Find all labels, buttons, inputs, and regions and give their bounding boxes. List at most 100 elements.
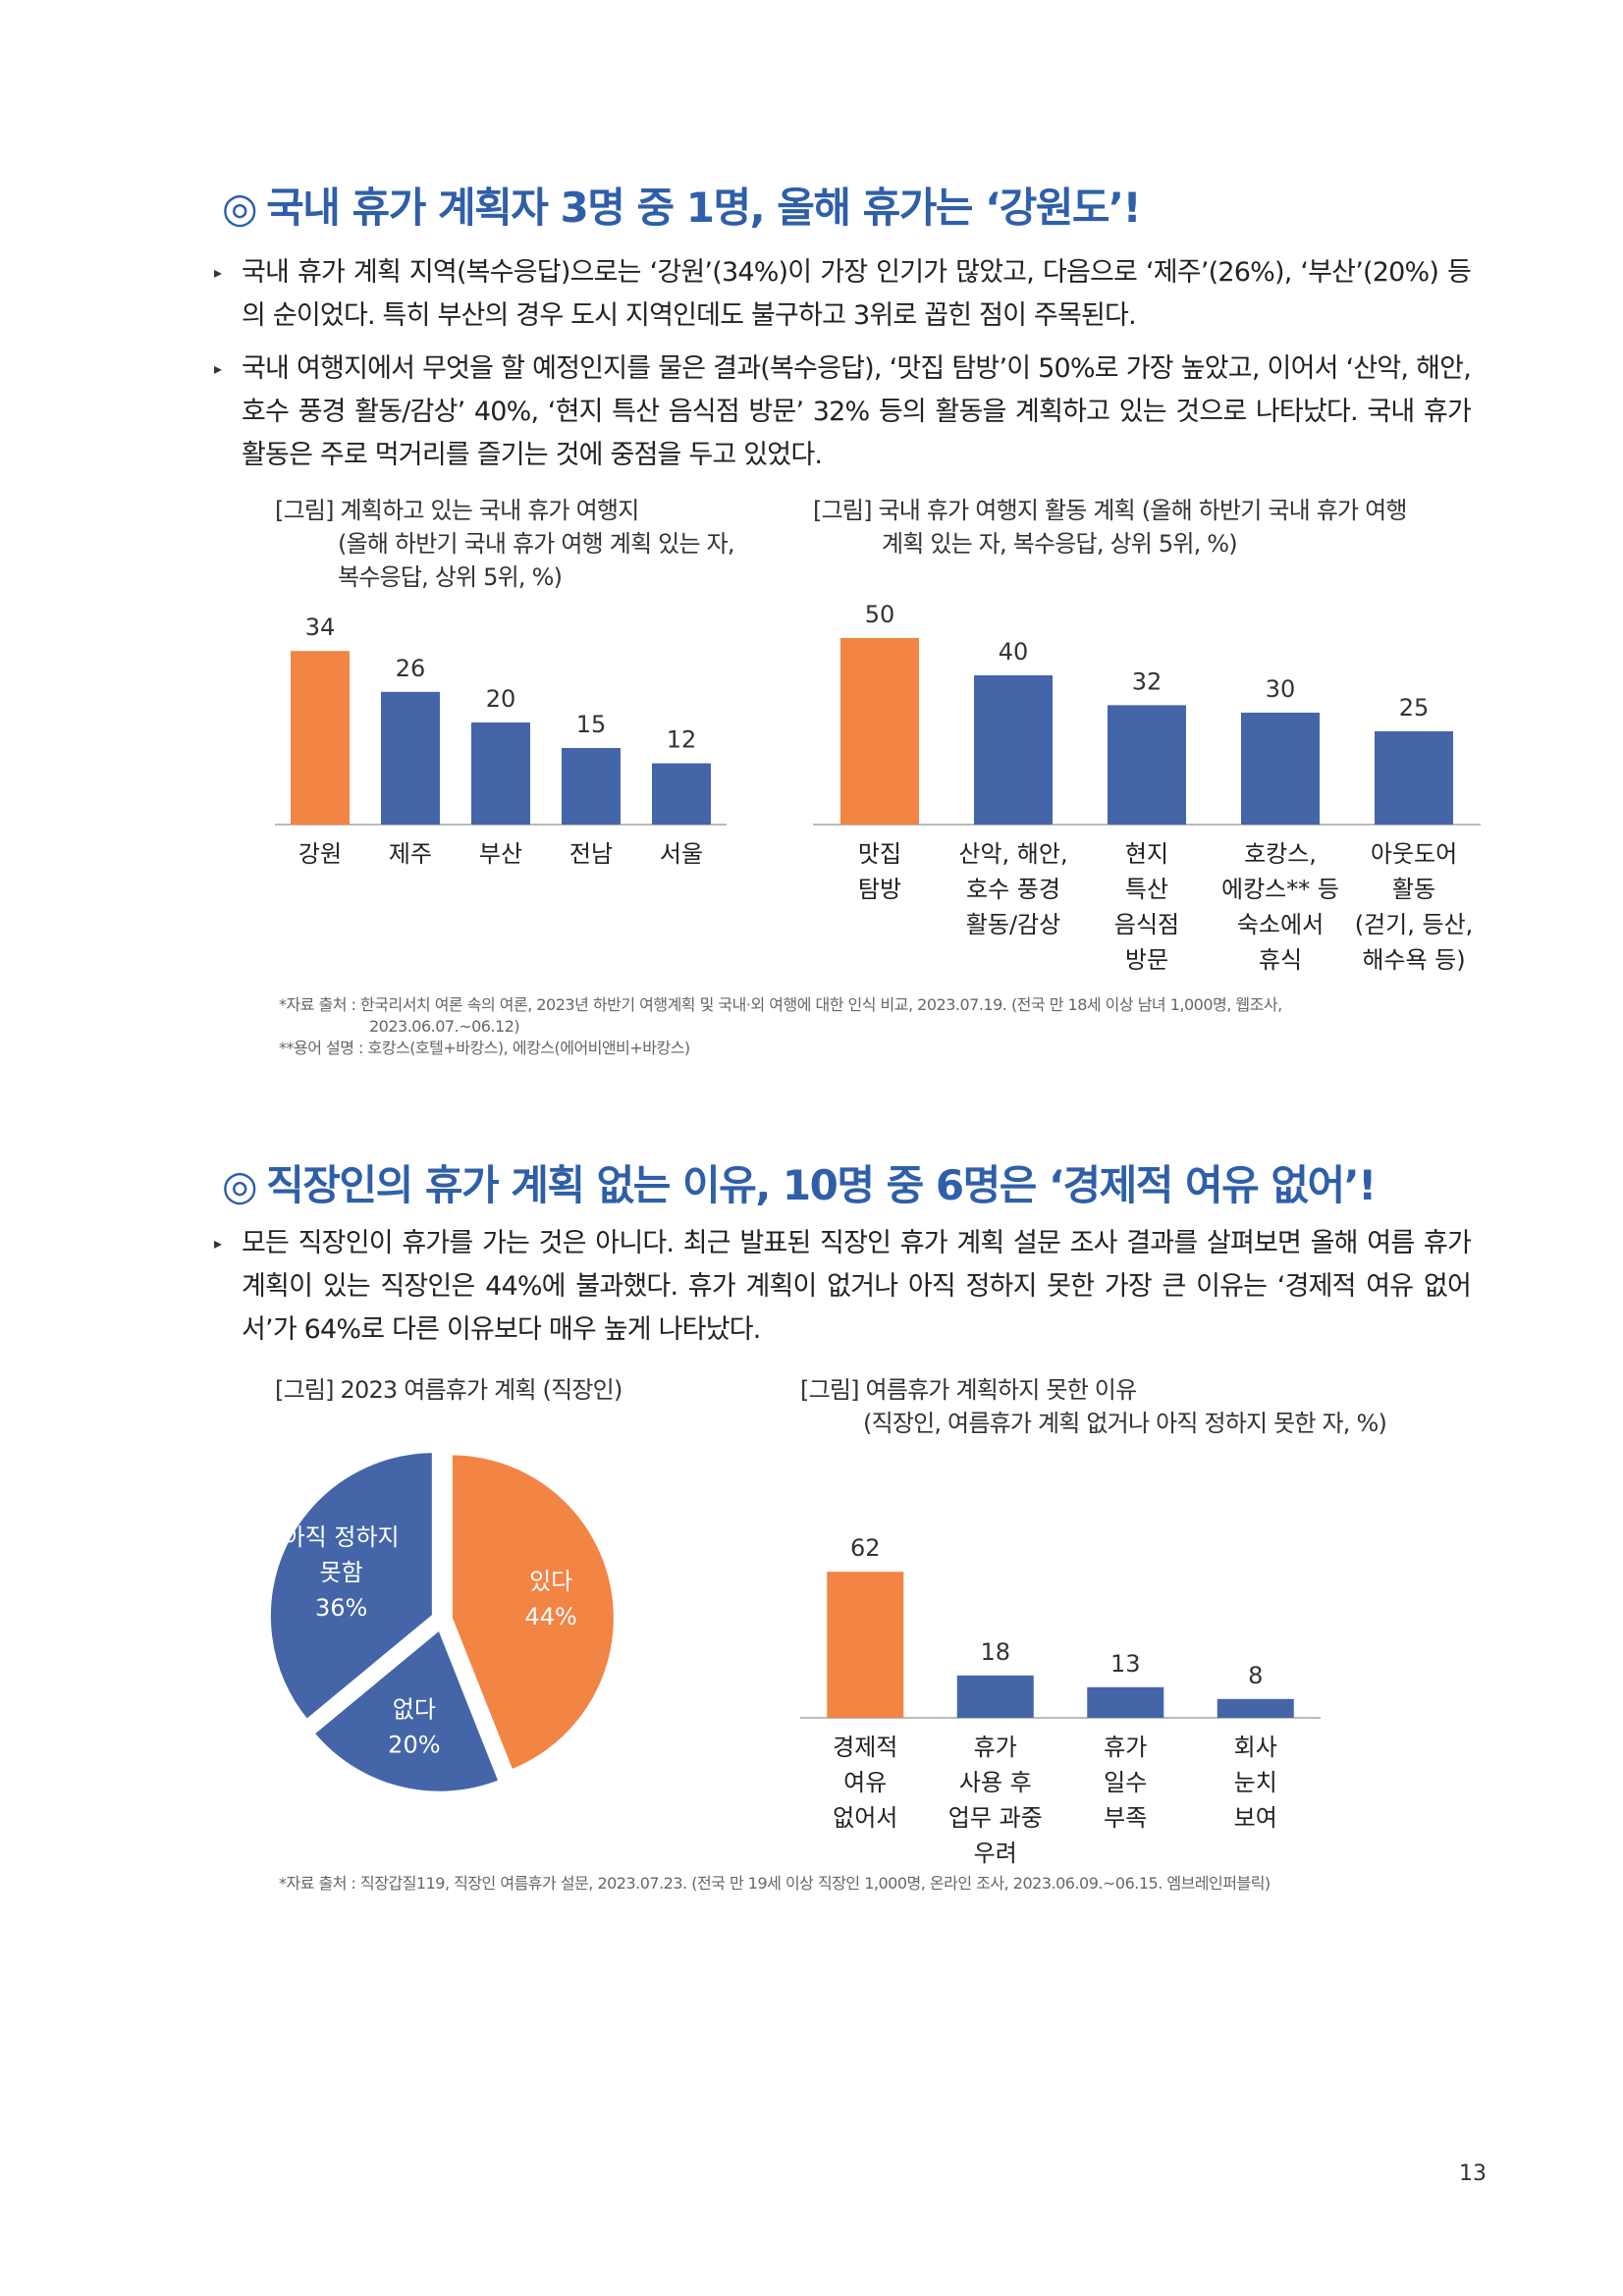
figure2-title-line: [그림] 국내 휴가 여행지 활동 계획 (올해 하반기 국내 휴가 여행 [813,497,1408,524]
pie-slice-label: 있다 [529,1568,572,1595]
chart-category-label: 보여 [1234,1804,1277,1832]
section1-heading-text: 국내 휴가 계획자 3명 중 1명, 올해 휴가는 ‘강원도’! [266,184,1141,232]
chart-bar [1375,731,1453,825]
chart-category-label: 우려 [974,1840,1017,1865]
chart-category-label: 부산 [479,840,522,868]
term-note-line: **용어 설명 : 호캉스(호텔+바캉스), 에캉스(에어비앤비+바캉스) [279,1039,690,1057]
pie-slice [309,1625,504,1795]
pie-slice [448,1451,618,1775]
chart-category-label: 제주 [389,840,432,868]
chart-value-label: 18 [980,1638,1010,1666]
chart-value-label: 62 [850,1534,881,1562]
chart-bar [1087,1686,1164,1718]
chart-category-label: 여유 [843,1769,887,1796]
chart-bar [840,638,919,825]
chart-category-label: 현지 [1125,840,1168,868]
source-note-line: *자료 출처 : 한국리서치 여론 속의 여론, 2023년 하반기 여행계획 … [279,995,1282,1014]
pie-slice-label: 없다 [393,1696,436,1724]
chart-category-label: 서울 [660,840,703,868]
bullet-item: ▸ 국내 여행지에서 무엇을 할 예정인지를 물은 결과(복수응답), ‘맛집 … [214,347,1472,477]
chart-category-label: 해수욕 등) [1362,946,1465,974]
figure4-title: [그림] 여름휴가 계획하지 못한 이유 (직장인, 여름휴가 계획 없거나 아… [800,1373,1387,1440]
chart-category-label: 활동 [1392,876,1435,903]
chart-category-label: 없어서 [833,1804,897,1832]
bullet-text: 모든 직장인이 휴가를 가는 것은 아니다. 최근 발표된 직장인 휴가 계획 … [242,1228,1472,1345]
chart-category-label: 맛집 [858,840,901,868]
chart-bar [974,675,1053,825]
section2-heading: ◎ 직장인의 휴가 계획 없는 이유, 10명 중 6명은 ‘경제적 여유 없어’… [222,1152,1377,1212]
bullet-item: ▸ 국내 휴가 계획 지역(복수응답)으로는 ‘강원’(34%)이 가장 인기가… [214,251,1472,338]
section1-heading: ◎ 국내 휴가 계획자 3명 중 1명, 올해 휴가는 ‘강원도’! [222,175,1142,235]
figure4-title-line: (직장인, 여름휴가 계획 없거나 아직 정하지 못한 자, %) [863,1410,1387,1437]
chart-value-label: 15 [576,711,607,738]
source-note-line: *자료 출처 : 직장갑질119, 직장인 여름휴가 설문, 2023.07.2… [279,1874,1271,1893]
chart-category-label: 휴가 [1104,1734,1147,1761]
bullet-triangle-icon: ▸ [214,1234,222,1253]
section2-bullets: ▸ 모든 직장인이 휴가를 가는 것은 아니다. 최근 발표된 직장인 휴가 계… [214,1222,1472,1362]
chart-value-label: 13 [1110,1650,1141,1678]
chart-bar [1108,705,1186,825]
section2-heading-text: 직장인의 휴가 계획 없는 이유, 10명 중 6명은 ‘경제적 여유 없어’! [266,1161,1377,1209]
chart-category-label: 호캉스, [1244,840,1317,868]
double-circle-icon: ◎ [222,184,258,232]
bullet-text: 국내 휴가 계획 지역(복수응답)으로는 ‘강원’(34%)이 가장 인기가 많… [242,257,1472,331]
source-note-1: *자료 출처 : 한국리서치 여론 속의 여론, 2023년 하반기 여행계획 … [279,994,1282,1059]
chart-category-label: 경제적 [833,1734,897,1761]
pie-slice-label: 20% [388,1732,440,1759]
figure2-title: [그림] 국내 휴가 여행지 활동 계획 (올해 하반기 국내 휴가 여행 계획… [813,494,1408,561]
pie-slice [266,1449,436,1725]
chart-category-label: 휴가 [974,1734,1017,1761]
chart-category-label: 활동/감상 [966,911,1060,938]
chart-category-label: 음식점 [1114,911,1179,938]
chart-category-label: 방문 [1125,946,1168,974]
chart-category-label: 아웃도어 [1371,840,1457,868]
chart-category-label: 호수 풍경 [966,876,1060,903]
chart-category-label: 사용 후 [959,1769,1032,1796]
figure1-title-line: [그림] 계획하고 있는 국내 휴가 여행지 [275,497,639,524]
chart-value-label: 32 [1132,667,1163,695]
chart-category-label: 탐방 [858,876,901,903]
chart-category-label: 에캉스** 등 [1221,876,1339,903]
chart-category-label: 부족 [1104,1804,1147,1832]
chart-category-label: 휴식 [1259,946,1302,974]
pie-slice-label: 못함 [320,1559,363,1586]
pie-slice-label: 44% [524,1603,576,1630]
chart-category-label: 숙소에서 [1237,911,1324,938]
figure1-title-line: 복수응답, 상위 5위, %) [338,563,563,591]
chart-value-label: 20 [486,685,516,713]
chart-bar [1217,1698,1294,1718]
chart-bar [381,691,440,825]
chart-vacation-destinations: 34 강원 26 제주 20 부산 15 전남 12 서울 [275,614,727,868]
bullet-text: 국내 여행지에서 무엇을 할 예정인지를 물은 결과(복수응답), ‘맛집 탐방… [242,353,1472,470]
pie-slice-label: 36% [315,1594,367,1622]
chart-category-label: (걷기, 등산, [1355,911,1474,938]
chart-category-label: 회사 [1234,1734,1277,1761]
figure1-title: [그림] 계획하고 있는 국내 휴가 여행지 (올해 하반기 국내 휴가 여행 … [275,494,734,594]
chart-bar [471,722,530,825]
chart-bar [562,748,621,825]
chart-category-label: 특산 [1125,876,1168,903]
bullet-triangle-icon: ▸ [214,263,222,282]
figure1-title-line: (올해 하반기 국내 휴가 여행 계획 있는 자, [338,530,734,558]
pie-slice-label: 아직 정하지 [284,1523,400,1551]
chart-category-label: 일수 [1104,1769,1147,1796]
chart-value-label: 8 [1248,1662,1263,1689]
chart-value-label: 34 [305,614,336,641]
chart-bar [956,1675,1034,1718]
double-circle-icon: ◎ [222,1161,258,1209]
section1-bullets: ▸ 국내 휴가 계획 지역(복수응답)으로는 ‘강원’(34%)이 가장 인기가… [214,251,1472,487]
chart-value-label: 30 [1266,675,1296,703]
bullet-triangle-icon: ▸ [214,359,222,378]
chart-bar [1241,713,1320,825]
figure4-title-line: [그림] 여름휴가 계획하지 못한 이유 [800,1376,1137,1404]
chart-category-label: 전남 [569,840,613,868]
chart-value-label: 25 [1399,694,1430,721]
figure3-title: [그림] 2023 여름휴가 계획 (직장인) [275,1373,622,1407]
page-number: 13 [1459,2162,1487,2186]
chart-category-label: 강원 [298,840,342,868]
chart-category-label: 업무 과중 [948,1804,1043,1832]
chart-category-label: 눈치 [1234,1769,1277,1796]
chart-value-label: 40 [999,638,1029,666]
chart-value-label: 12 [667,726,697,754]
